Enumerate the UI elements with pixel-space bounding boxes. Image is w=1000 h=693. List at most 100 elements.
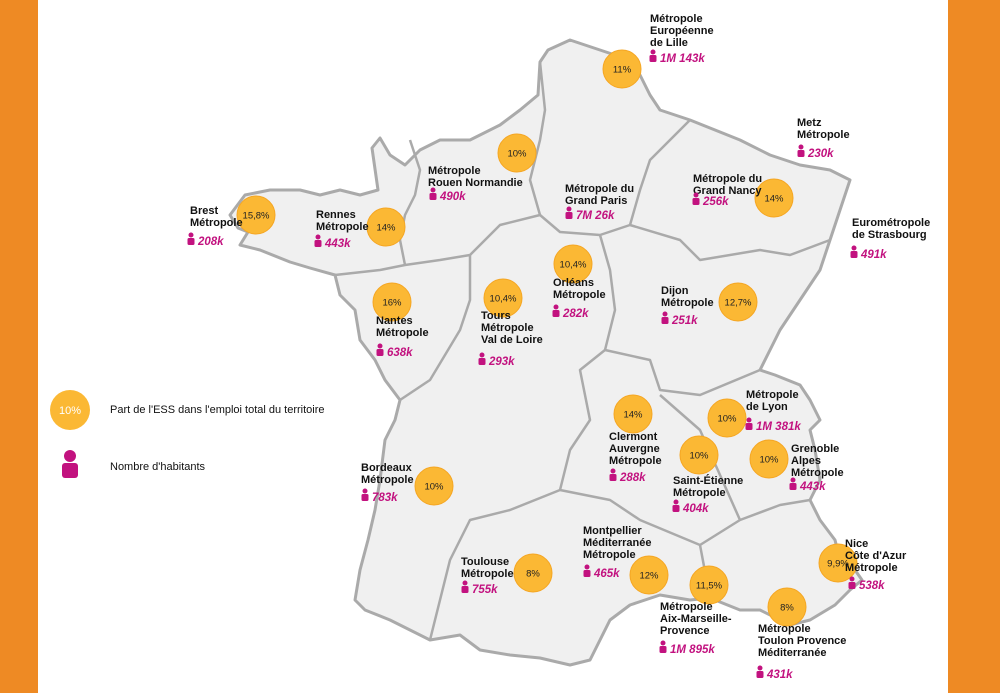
population: 1M 895k [670, 644, 715, 656]
person-body [376, 349, 384, 356]
city-name: Rennes [316, 209, 356, 221]
city-name: Métropole [553, 289, 606, 301]
population: 443k [799, 481, 826, 493]
share-bubble [767, 587, 807, 627]
city-name: Aix-Marseille- [660, 613, 732, 625]
legend-label: Nombre d'habitants [110, 461, 206, 473]
person-body [187, 238, 195, 245]
share-label: 11,5% [696, 581, 723, 592]
share-label: 9,9% [827, 559, 849, 570]
person-head [479, 352, 485, 358]
city-name: Clermont [609, 431, 658, 443]
city-name: Grand Paris [565, 195, 627, 207]
share-label: 8% [780, 603, 794, 614]
population: 288k [619, 472, 646, 484]
person-body [565, 212, 573, 219]
person-body [661, 317, 669, 324]
share-bubble [414, 466, 454, 506]
population: 538k [859, 580, 885, 592]
population: 256k [702, 196, 729, 208]
city-name: Métropole [376, 327, 429, 339]
city-name: Métropole [583, 549, 636, 561]
city-name: Métropole [316, 221, 369, 233]
share-bubble [497, 133, 537, 173]
city-name: Métropole du [565, 183, 634, 195]
city-name: Métropole [428, 165, 481, 177]
city-name: Métropole [609, 455, 662, 467]
person-body [756, 671, 764, 678]
person-head [662, 311, 668, 317]
city-name: Saint-Étienne [673, 474, 743, 487]
city-name: Métropole [746, 389, 799, 401]
population: 230k [807, 148, 834, 160]
person-body [672, 505, 680, 512]
person-icon [565, 206, 573, 219]
legend-label: Part de l'ESS dans l'emploi total du ter… [110, 404, 325, 416]
person-icon [361, 488, 369, 501]
city-name: Orléans [553, 277, 594, 289]
person-head [693, 192, 699, 198]
city-name: Rouen Normandie [428, 177, 523, 189]
person-head [377, 343, 383, 349]
person-head [790, 477, 796, 483]
city-name: de Strasbourg [852, 229, 927, 241]
share-bubble [629, 555, 669, 595]
share-bubble [513, 553, 553, 593]
share-label: 10% [507, 149, 527, 160]
share-label: 14% [764, 194, 784, 205]
share-bubble [613, 394, 653, 434]
person-head [362, 488, 368, 494]
person-icon [649, 49, 657, 62]
population: 293k [488, 356, 515, 368]
city-name: Métropole [660, 601, 713, 613]
city-name: Nice [845, 538, 868, 550]
person-icon [745, 417, 753, 430]
population: 783k [372, 492, 398, 504]
person-icon [478, 352, 486, 365]
share-label: 10% [717, 414, 737, 425]
person-body [609, 474, 617, 481]
person-icon [461, 580, 469, 593]
city-name: de Lyon [746, 401, 788, 413]
person-icon [583, 564, 591, 577]
city-name: Val de Loire [481, 334, 543, 346]
person-body [659, 646, 667, 653]
population: 1M 143k [660, 53, 705, 65]
person-icon [609, 468, 617, 481]
share-bubble [749, 439, 789, 479]
person-head [849, 576, 855, 582]
population: 282k [562, 308, 589, 320]
city-name: de Lille [650, 37, 688, 49]
person-head [553, 304, 559, 310]
share-bubble [679, 435, 719, 475]
share-bubble [366, 207, 406, 247]
city-name: Métropole [650, 13, 703, 25]
share-bubble [707, 398, 747, 438]
legend-bubble [50, 390, 90, 430]
legend: 10% Part de l'ESS dans l'emploi total du… [50, 390, 325, 478]
share-bubble [718, 282, 758, 322]
person-icon [692, 192, 700, 205]
share-label: 12,7% [725, 298, 752, 309]
city-name: Méditerranée [583, 537, 651, 549]
city-name: Métropole [791, 467, 844, 479]
city-name: Métropole [661, 297, 714, 309]
person-head [650, 49, 656, 55]
population: 755k [472, 584, 498, 596]
side-band [948, 0, 1000, 693]
person-body [797, 150, 805, 157]
person-body [745, 423, 753, 430]
person-icon [659, 640, 667, 653]
person-head [757, 665, 763, 671]
